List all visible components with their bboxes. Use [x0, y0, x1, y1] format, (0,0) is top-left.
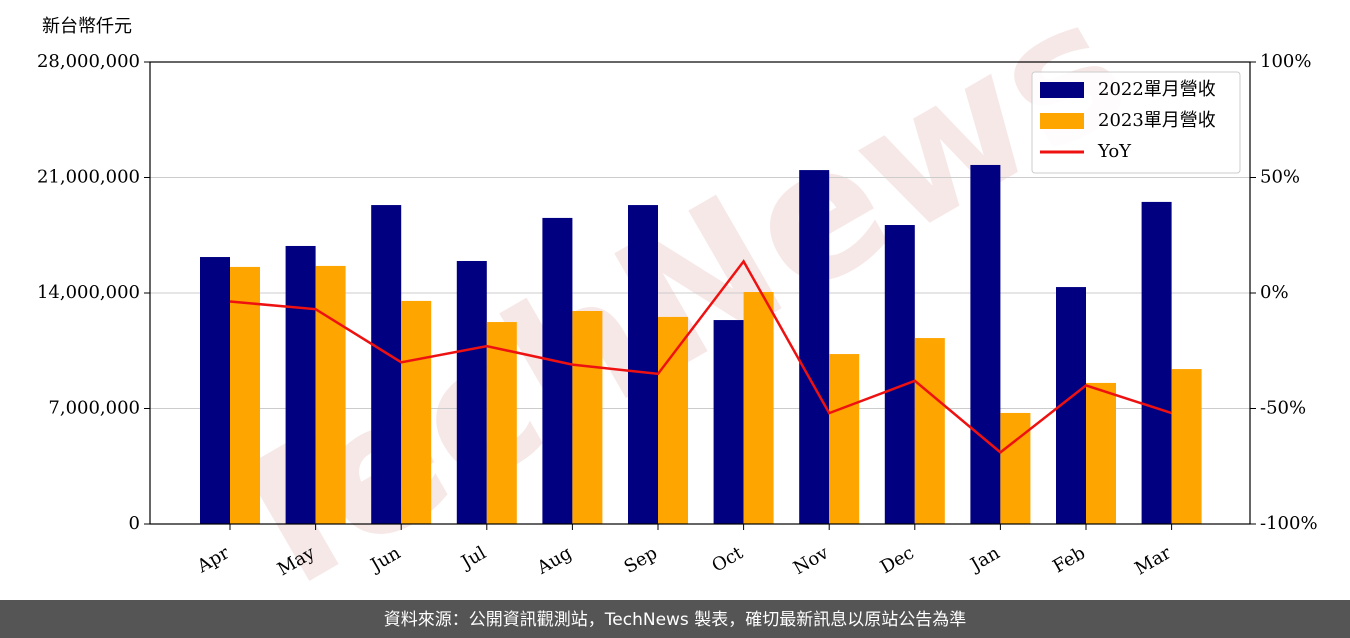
source-note: 資料來源：公開資訊觀測站，TechNews 製表，確切最新訊息以原站公告為準 — [384, 610, 966, 630]
bar — [542, 217, 573, 525]
bar — [572, 310, 603, 524]
x-tick-label: Jul — [456, 542, 490, 574]
bar — [401, 300, 432, 524]
y-tick-label: 28,000,000 — [37, 51, 140, 72]
y2-tick-label: -50% — [1260, 398, 1306, 419]
legend-swatch — [1040, 113, 1084, 129]
x-tick-label: Oct — [708, 542, 747, 577]
bar — [1000, 412, 1031, 524]
bar — [628, 205, 658, 524]
bar — [315, 265, 346, 524]
x-tick-label: Apr — [193, 542, 233, 577]
legend-swatch — [1040, 82, 1084, 98]
y2-tick-label: -100% — [1260, 513, 1318, 534]
x-tick-label: Jan — [966, 542, 1004, 576]
bar — [1141, 201, 1172, 525]
x-tick-label: Nov — [790, 542, 833, 579]
bar — [743, 292, 774, 524]
bar — [200, 257, 230, 524]
y-tick-label: 0 — [129, 513, 140, 534]
x-tick-label: Feb — [1049, 542, 1089, 577]
footer-bar — [0, 600, 1350, 638]
y2-tick-label: 50% — [1260, 167, 1300, 188]
bar — [285, 245, 316, 524]
x-tick-label: Mar — [1131, 542, 1175, 579]
bar — [713, 320, 744, 524]
bar — [230, 266, 260, 524]
y-axis-label: 新台幣仟元 — [42, 16, 132, 37]
legend-label: YoY — [1097, 141, 1132, 162]
x-tick-label: Sep — [621, 542, 661, 577]
y-tick-label: 14,000,000 — [37, 282, 140, 303]
bar — [1171, 369, 1202, 524]
bar — [658, 316, 688, 524]
x-tick-label: Dec — [877, 542, 918, 578]
bar — [914, 338, 945, 524]
legend-label: 2022單月營收 — [1098, 79, 1216, 100]
bar — [456, 260, 487, 524]
y-tick-label: 7,000,000 — [48, 398, 140, 419]
bar — [371, 205, 402, 524]
bar — [829, 354, 860, 524]
bar — [799, 170, 830, 524]
bar — [970, 164, 1001, 524]
y2-tick-label: 0% — [1260, 282, 1289, 303]
bar — [884, 225, 915, 524]
x-tick-label: Aug — [533, 542, 576, 579]
bar — [1086, 382, 1116, 524]
plot-frame — [149, 61, 1251, 525]
y-tick-label: 21,000,000 — [37, 167, 140, 188]
bar — [486, 322, 517, 524]
y2-tick-label: 100% — [1260, 51, 1311, 72]
line — [229, 259, 1172, 454]
legend-label: 2023單月營收 — [1098, 110, 1216, 131]
